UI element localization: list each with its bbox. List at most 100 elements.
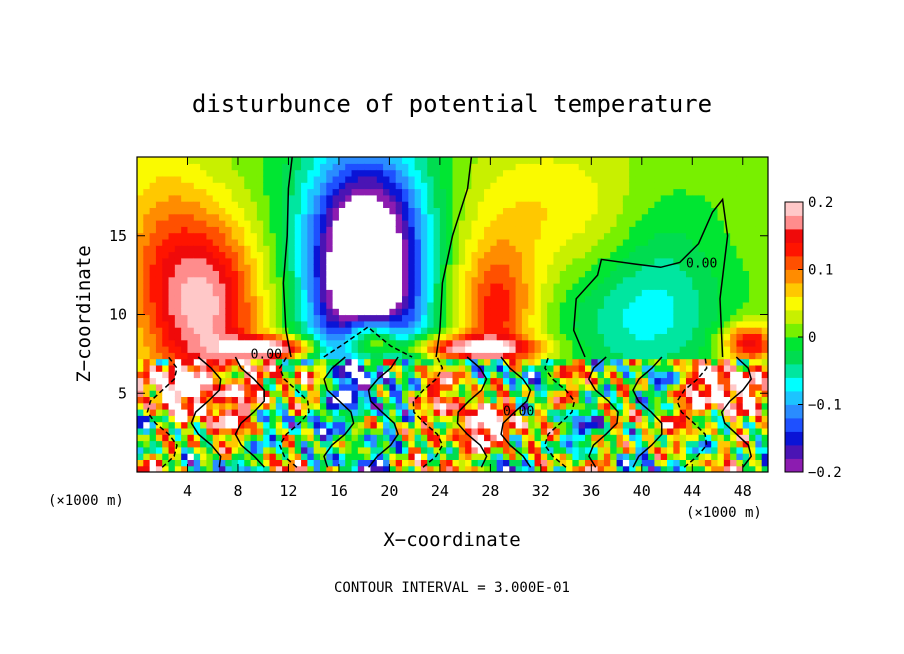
field-cell <box>200 352 208 360</box>
field-cell <box>654 226 662 234</box>
field-cell <box>313 314 321 322</box>
field-cell <box>547 427 555 435</box>
field-cell <box>553 453 561 460</box>
field-cell <box>307 226 315 234</box>
field-cell <box>484 264 491 271</box>
field-cell <box>307 308 315 316</box>
field-cell <box>212 157 220 164</box>
field-cell <box>427 301 435 309</box>
field-cell <box>679 308 687 316</box>
field-cell <box>370 308 378 316</box>
field-cell <box>149 346 157 353</box>
field-cell <box>225 308 233 316</box>
field-cell <box>143 327 151 334</box>
field-cell <box>326 270 334 278</box>
field-cell <box>319 264 327 271</box>
field-cell <box>477 276 485 284</box>
field-cell <box>534 301 542 309</box>
field-cell <box>219 289 226 297</box>
field-cell <box>332 459 340 467</box>
field-cell <box>389 383 397 391</box>
field-cell <box>256 390 264 397</box>
field-cell <box>206 245 214 253</box>
field-cell <box>679 226 687 234</box>
field-cell <box>730 226 738 234</box>
field-cell <box>149 409 157 416</box>
field-cell <box>685 163 693 171</box>
field-cell <box>231 396 239 404</box>
field-cell <box>521 446 529 454</box>
field-cell <box>736 459 744 467</box>
field-cell <box>301 182 308 190</box>
field-cell <box>294 182 302 190</box>
field-cell <box>761 409 768 416</box>
field-cell <box>155 346 163 353</box>
field-cell <box>250 440 258 448</box>
field-cell <box>610 264 618 271</box>
field-cell <box>282 207 290 215</box>
field-cell <box>345 276 353 284</box>
field-cell <box>364 213 372 221</box>
field-cell <box>484 390 491 397</box>
field-cell <box>534 289 542 297</box>
field-cell <box>572 169 580 177</box>
field-cell <box>244 276 252 284</box>
field-cell <box>256 270 264 278</box>
field-cell <box>484 446 491 454</box>
field-cell <box>660 409 668 416</box>
field-cell <box>319 220 327 227</box>
field-cell <box>521 339 529 347</box>
field-cell <box>212 194 220 202</box>
field-cell <box>692 289 700 297</box>
field-cell <box>553 327 561 334</box>
field-cell <box>547 245 555 253</box>
field-cell <box>597 182 605 190</box>
field-cell <box>402 295 409 303</box>
field-cell <box>755 289 763 297</box>
field-cell <box>673 301 681 309</box>
field-cell <box>187 201 195 208</box>
field-cell <box>219 453 226 460</box>
field-cell <box>521 421 529 429</box>
field-cell <box>490 276 498 284</box>
field-cell <box>225 346 233 353</box>
field-cell <box>389 188 397 196</box>
field-cell <box>168 453 176 460</box>
field-cell <box>244 440 252 448</box>
field-cell <box>244 175 252 183</box>
field-cell <box>711 232 719 240</box>
field-cell <box>578 339 586 347</box>
field-cell <box>351 301 359 309</box>
field-cell <box>212 270 220 278</box>
field-cell <box>446 314 454 322</box>
field-cell <box>408 245 416 253</box>
field-cell <box>225 339 233 347</box>
field-cell <box>313 320 321 328</box>
field-cell <box>427 465 435 472</box>
field-cell <box>408 276 416 284</box>
field-cell <box>622 434 630 442</box>
field-cell <box>351 251 359 259</box>
field-cell <box>685 333 693 341</box>
field-cell <box>174 238 182 246</box>
field-cell <box>471 346 479 353</box>
field-cell <box>490 446 498 454</box>
field-cell <box>704 415 712 423</box>
field-cell <box>679 157 687 164</box>
field-cell <box>225 396 233 404</box>
field-cell <box>294 251 302 259</box>
field-cell <box>389 358 397 366</box>
field-cell <box>528 358 536 366</box>
field-cell <box>408 402 416 410</box>
field-cell <box>174 415 182 423</box>
field-cell <box>282 390 290 397</box>
field-cell <box>616 245 624 253</box>
field-cell <box>313 220 321 227</box>
field-cell <box>231 257 239 265</box>
field-cell <box>547 175 555 183</box>
field-cell <box>351 220 359 227</box>
field-cell <box>572 276 580 284</box>
field-cell <box>181 188 189 196</box>
field-cell <box>200 201 208 208</box>
field-cell <box>137 201 144 208</box>
